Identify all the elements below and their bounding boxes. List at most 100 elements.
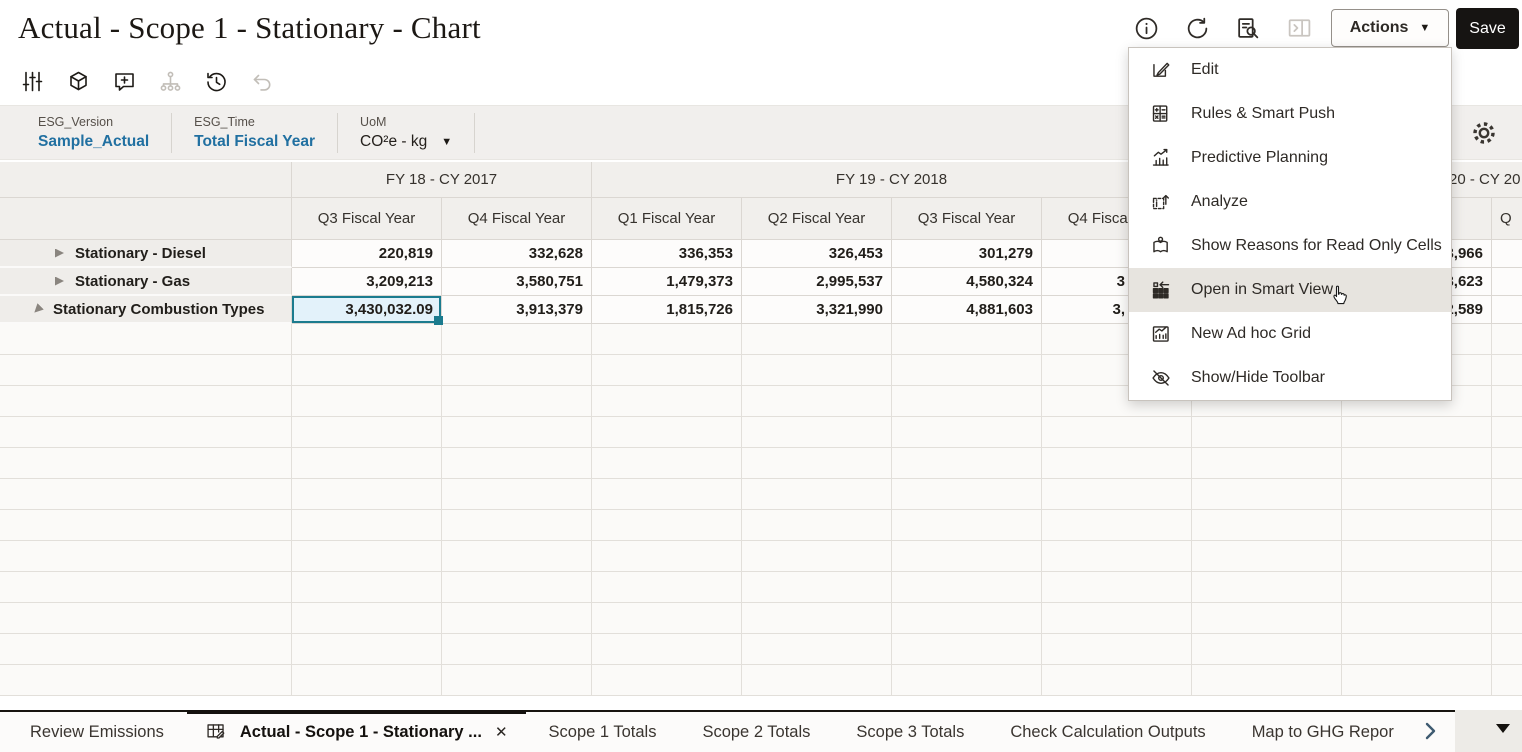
grid-cell-empty[interactable]: [892, 479, 1042, 510]
actions-button[interactable]: Actions ▼: [1331, 9, 1449, 47]
menu-item-predictive-planning[interactable]: Predictive Planning: [1129, 136, 1451, 180]
row-header-empty[interactable]: [0, 386, 292, 417]
grid-cell-empty[interactable]: [742, 417, 892, 448]
grid-cell-empty[interactable]: [1192, 510, 1342, 541]
grid-cell-empty[interactable]: [892, 448, 1042, 479]
grid-cell-empty[interactable]: [1342, 479, 1492, 510]
grid-cell[interactable]: 336,353: [592, 240, 742, 268]
grid-cell-empty[interactable]: [742, 634, 892, 665]
tab-scope-1-totals[interactable]: Scope 1 Totals: [526, 712, 680, 752]
column-header[interactable]: Q4 Fiscal Year: [442, 198, 592, 240]
expand-triangle-icon[interactable]: [55, 248, 64, 258]
grid-cell-empty[interactable]: [1192, 603, 1342, 634]
grid-cell-empty[interactable]: [1492, 603, 1522, 634]
grid-cell-empty[interactable]: [742, 541, 892, 572]
row-header-empty[interactable]: [0, 324, 292, 355]
close-tab-icon[interactable]: ✕: [494, 724, 508, 741]
grid-cell-empty[interactable]: [592, 386, 742, 417]
grid-cell-empty[interactable]: [742, 386, 892, 417]
grid-cell-empty[interactable]: [442, 572, 592, 603]
row-header-empty[interactable]: [0, 510, 292, 541]
grid-cell-empty[interactable]: [442, 665, 592, 696]
grid-cell-empty[interactable]: [1492, 665, 1522, 696]
grid-cell-empty[interactable]: [892, 572, 1042, 603]
grid-cell[interactable]: 3,209,213: [292, 268, 442, 296]
grid-cell-empty[interactable]: [1492, 448, 1522, 479]
grid-cell-empty[interactable]: [592, 355, 742, 386]
grid-cell-empty[interactable]: [1342, 448, 1492, 479]
grid-cell-empty[interactable]: [1492, 386, 1522, 417]
job-console-icon[interactable]: [1235, 15, 1261, 41]
row-header[interactable]: Stationary Combustion Types: [0, 296, 292, 324]
grid-cell-empty[interactable]: [1192, 541, 1342, 572]
expand-triangle-icon[interactable]: [55, 276, 64, 286]
cube-icon[interactable]: [66, 69, 91, 94]
grid-cell-empty[interactable]: [1192, 448, 1342, 479]
grid-cell-empty[interactable]: [292, 324, 442, 355]
grid-cell-empty[interactable]: [1492, 634, 1522, 665]
grid-cell[interactable]: 1,815,726: [592, 296, 742, 324]
grid-cell-empty[interactable]: [1192, 417, 1342, 448]
grid-cell-empty[interactable]: [292, 386, 442, 417]
menu-item-edit[interactable]: Edit: [1129, 48, 1451, 92]
grid-cell-empty[interactable]: [892, 603, 1042, 634]
row-header-empty[interactable]: [0, 479, 292, 510]
grid-cell-empty[interactable]: [1492, 541, 1522, 572]
grid-cell-empty[interactable]: [892, 386, 1042, 417]
grid-cell-empty[interactable]: [1342, 417, 1492, 448]
grid-cell-empty[interactable]: [292, 510, 442, 541]
menu-item-analyze[interactable]: Analyze: [1129, 180, 1451, 224]
menu-item-rules-smart-push[interactable]: Rules & Smart Push: [1129, 92, 1451, 136]
row-header-empty[interactable]: [0, 355, 292, 386]
grid-cell-empty[interactable]: [742, 603, 892, 634]
grid-cell-empty[interactable]: [1342, 510, 1492, 541]
grid-cell-empty[interactable]: [1042, 572, 1192, 603]
grid-cell-empty[interactable]: [892, 324, 1042, 355]
grid-cell-empty[interactable]: [1342, 572, 1492, 603]
grid-cell-empty[interactable]: [442, 417, 592, 448]
settings-gear-icon[interactable]: [1468, 117, 1500, 149]
grid-cell-empty[interactable]: [892, 355, 1042, 386]
grid-cell-empty[interactable]: [1492, 417, 1522, 448]
column-header[interactable]: Q3 Fiscal Year: [892, 198, 1042, 240]
info-icon[interactable]: [1133, 15, 1159, 41]
grid-cell-empty[interactable]: [1042, 541, 1192, 572]
grid-cell-empty[interactable]: [292, 603, 442, 634]
grid-cell-empty[interactable]: [1192, 634, 1342, 665]
row-header-empty[interactable]: [0, 603, 292, 634]
column-header[interactable]: Q1 Fiscal Year: [592, 198, 742, 240]
grid-cell-empty[interactable]: [742, 324, 892, 355]
grid-cell[interactable]: 3,580,751: [442, 268, 592, 296]
grid-cell-empty[interactable]: [892, 510, 1042, 541]
grid-cell[interactable]: 3,913,379: [442, 296, 592, 324]
grid-cell-empty[interactable]: [442, 386, 592, 417]
tab-scope-3-totals[interactable]: Scope 3 Totals: [833, 712, 987, 752]
grid-cell-empty[interactable]: [442, 355, 592, 386]
grid-cell[interactable]: 2,995,537: [742, 268, 892, 296]
pov-item-uom[interactable]: UoM CO²e - kg ▼: [360, 112, 476, 153]
grid-cell-empty[interactable]: [292, 479, 442, 510]
tab-overflow-button[interactable]: [1455, 710, 1522, 752]
pov-value-link[interactable]: Sample_Actual: [38, 132, 150, 150]
grid-cell-empty[interactable]: [592, 634, 742, 665]
grid-cell-empty[interactable]: [1342, 665, 1492, 696]
refresh-icon[interactable]: [1184, 15, 1210, 41]
grid-cell[interactable]: 220,819: [292, 240, 442, 268]
row-header[interactable]: Stationary - Diesel: [0, 240, 292, 268]
grid-cell[interactable]: 4,580,324: [892, 268, 1042, 296]
grid-cell-empty[interactable]: [1042, 448, 1192, 479]
grid-cell-empty[interactable]: [292, 665, 442, 696]
grid-cell-empty[interactable]: [1042, 479, 1192, 510]
menu-item-show-reasons-for-read-only-cells[interactable]: Show Reasons for Read Only Cells: [1129, 224, 1451, 268]
column-header[interactable]: Q: [1492, 198, 1522, 240]
grid-cell[interactable]: 3,430,032.09: [292, 296, 443, 325]
grid-cell-empty[interactable]: [592, 417, 742, 448]
collapse-triangle-icon[interactable]: [31, 303, 44, 316]
save-button[interactable]: Save: [1456, 8, 1519, 49]
grid-cell-empty[interactable]: [292, 541, 442, 572]
menu-item-new-ad-hoc-grid[interactable]: New Ad hoc Grid: [1129, 312, 1451, 356]
grid-cell[interactable]: 332,628: [442, 240, 592, 268]
grid-cell-empty[interactable]: [442, 541, 592, 572]
grid-cell[interactable]: 301,279: [892, 240, 1042, 268]
grid-cell-empty[interactable]: [292, 634, 442, 665]
